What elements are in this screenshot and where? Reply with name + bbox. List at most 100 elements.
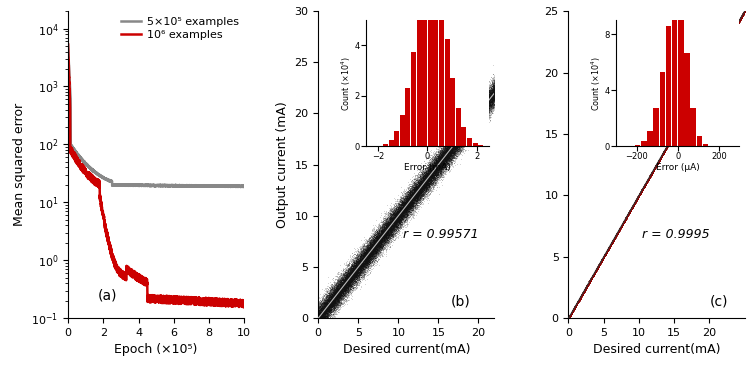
Point [590, 266, 603, 272]
Point [361, 260, 373, 266]
Point [352, 265, 364, 271]
Point [725, 31, 737, 37]
Point [609, 233, 621, 239]
Point [404, 205, 416, 211]
Point [723, 34, 736, 40]
Point [355, 260, 367, 266]
Point [583, 279, 595, 285]
Point [565, 310, 578, 316]
Point [729, 25, 741, 31]
Point [653, 157, 665, 163]
Point [565, 310, 578, 316]
Point [727, 30, 739, 36]
Point [383, 224, 395, 230]
Point [631, 197, 643, 203]
Point [363, 253, 375, 259]
Point [414, 188, 426, 194]
Point [654, 155, 666, 161]
Point [712, 54, 724, 60]
Point [487, 91, 499, 97]
Point [448, 141, 460, 147]
Point [733, 18, 745, 24]
Point [608, 236, 620, 242]
Point [426, 165, 438, 171]
Point [479, 105, 491, 111]
Point [587, 272, 599, 278]
Point [462, 128, 474, 134]
Point [470, 122, 482, 128]
Point [686, 100, 699, 105]
Point [615, 222, 627, 228]
Point [654, 155, 666, 161]
Point [696, 83, 708, 88]
Point [655, 153, 668, 159]
Point [650, 162, 662, 168]
Point [674, 120, 686, 126]
Point [484, 96, 496, 102]
Point [390, 215, 402, 221]
Point [584, 278, 596, 283]
Point [378, 233, 390, 239]
Point [704, 68, 716, 74]
Point [589, 269, 601, 275]
Point [627, 203, 639, 209]
Point [435, 157, 447, 163]
Point [476, 118, 488, 124]
Point [677, 116, 689, 122]
Point [598, 254, 610, 260]
Point [576, 292, 588, 297]
Point [376, 228, 389, 234]
Point [665, 137, 677, 143]
Point [635, 188, 647, 194]
Point [429, 181, 442, 187]
Point [621, 214, 633, 220]
Point [569, 303, 581, 309]
Point [622, 212, 634, 218]
Point [363, 249, 375, 255]
Point [363, 244, 375, 250]
Point [644, 172, 656, 178]
Point [680, 111, 692, 117]
Point [698, 78, 710, 84]
Point [417, 185, 429, 191]
Point [706, 65, 718, 71]
Point [430, 166, 442, 172]
Point [690, 93, 702, 99]
Point [392, 225, 404, 231]
Point [474, 101, 486, 107]
Point [727, 29, 739, 35]
Point [339, 278, 352, 283]
Point [411, 194, 423, 200]
Point [431, 163, 443, 169]
Point [386, 216, 398, 222]
Point [395, 206, 407, 212]
Point [318, 304, 330, 310]
Point [612, 229, 624, 235]
Point [486, 92, 498, 98]
Point [616, 221, 628, 227]
Point [712, 54, 724, 60]
Point [683, 105, 695, 111]
Point [683, 104, 696, 110]
Point [328, 297, 340, 303]
Point [637, 186, 649, 192]
Point [655, 154, 667, 159]
Point [486, 83, 498, 89]
Point [643, 176, 655, 182]
Point [386, 220, 398, 226]
Point [367, 258, 379, 264]
Point [368, 235, 380, 241]
Point [694, 85, 706, 91]
Point [430, 166, 442, 172]
Point [696, 84, 708, 90]
Point [652, 159, 665, 165]
Point [487, 71, 499, 77]
Point [406, 188, 418, 194]
Point [708, 62, 720, 68]
Point [390, 202, 402, 208]
Point [679, 112, 691, 118]
Point [565, 311, 577, 317]
Point [457, 127, 469, 133]
Point [416, 176, 428, 182]
Point [718, 44, 730, 50]
